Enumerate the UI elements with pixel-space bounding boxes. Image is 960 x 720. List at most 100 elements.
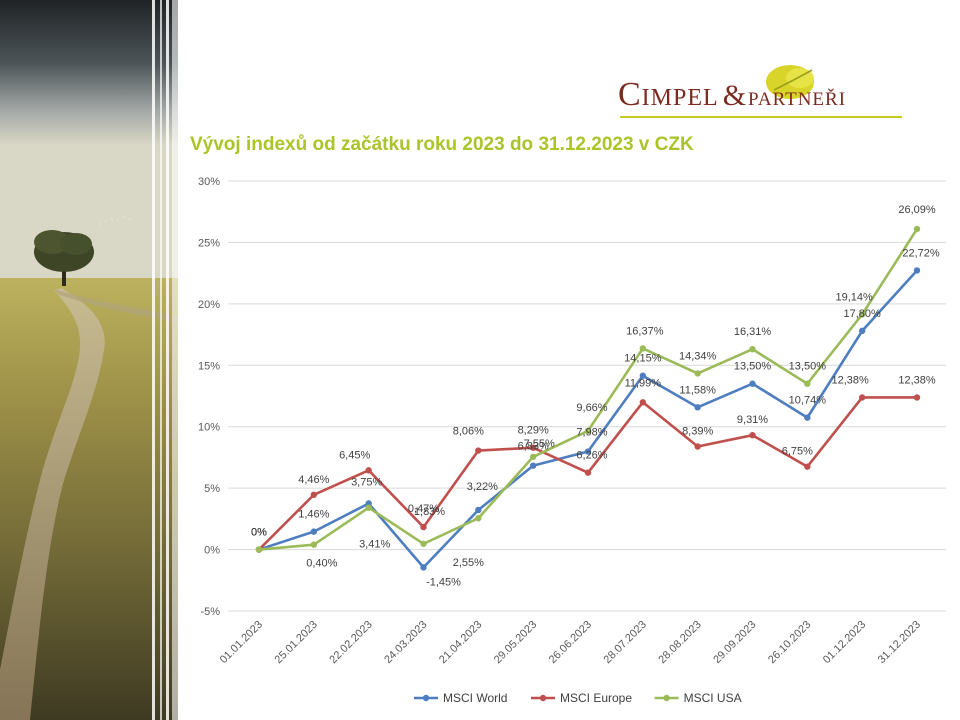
data-point [858,394,866,401]
data-point [804,463,811,470]
data-label: 1,46% [298,509,329,521]
data-label: 7,55% [524,438,555,450]
data-point [475,447,482,454]
data-label: 26,09% [898,204,936,216]
data-point [694,404,701,411]
data-point [639,399,647,406]
x-tick-label: 29.05.2023 [492,619,539,666]
data-label: 14,34% [679,350,717,362]
data-point [365,504,372,511]
data-label: 0,40% [306,558,337,570]
data-point [804,380,811,387]
y-tick-label: 5% [204,483,220,495]
data-label: 2,55% [453,557,484,569]
data-label: 11,58% [679,384,716,396]
x-tick-label: 26.06.2023 [547,619,594,666]
x-tick-label: 01.12.2023 [821,619,868,666]
data-label: 0% [251,527,267,539]
data-point [913,225,921,233]
data-point [749,345,756,353]
data-point [420,540,427,547]
data-label: 10,74% [789,395,827,407]
data-point [584,448,592,455]
data-label: 8,06% [453,426,484,438]
data-point [420,564,427,571]
x-tick-label: 29.09.2023 [711,619,758,666]
data-point [310,528,318,535]
y-tick-label: 0% [204,545,220,557]
data-label: 8,29% [518,425,549,437]
y-tick-label: -5% [200,606,220,618]
data-point [584,427,592,435]
leaf-icon [766,65,814,99]
logo-name: Cimpel [618,76,719,113]
data-label: 12,38% [898,374,936,386]
data-point [694,370,701,377]
data-label: 16,37% [626,325,664,337]
data-label: 9,31% [737,414,768,426]
data-point [749,431,756,439]
y-tick-label: 10% [198,422,220,434]
data-label: 14,15% [624,353,662,365]
x-tick-label: 21.04.2023 [437,619,484,666]
logo-ampersand: & [722,79,747,112]
legend-label: MSCI World [443,691,507,705]
y-tick-label: 20% [198,299,220,311]
data-point [310,491,318,498]
data-label: 13,50% [734,361,772,373]
data-point [529,444,537,451]
company-logo: Cimpel & partneři [618,62,908,124]
series-line-3 [258,228,919,551]
data-label: 0% [251,527,267,539]
data-label: 9,66% [576,402,607,414]
data-point [913,267,921,274]
data-point [365,467,372,474]
data-label: 12,38% [832,374,870,386]
data-point [639,372,647,379]
data-label: 0,47% [408,503,439,515]
x-tick-label: 31.12.2023 [876,619,923,666]
x-tick-label: 26.10.2023 [766,619,813,666]
data-point [475,515,482,522]
legend-marker [422,694,430,702]
y-tick-label: 15% [198,360,220,372]
landscape-photo [0,0,178,720]
data-label: 4,46% [298,474,329,486]
data-point [749,380,756,387]
data-point [639,345,647,352]
logo-underline [620,116,902,118]
data-point [529,462,537,469]
chart-title: Vývoj indexů od začátku roku 2023 do 31.… [190,134,694,155]
x-tick-label: 28.07.2023 [602,619,649,666]
data-label: 3,22% [467,481,498,493]
data-label: 3,41% [359,539,390,551]
y-tick-label: 25% [198,237,220,249]
data-label: 1,83% [414,506,445,518]
data-label: -1,45% [426,576,461,588]
data-label: 19,14% [836,291,874,303]
data-point [475,506,482,514]
data-label: 0% [251,527,267,539]
decorative-photo-panel [0,0,178,720]
x-tick-label: 01.01.2023 [218,619,265,666]
logo-text: Cimpel & partneři [618,76,846,114]
series-line-1 [258,269,918,569]
x-tick-label: 22.02.2023 [327,619,374,666]
data-point [584,469,592,476]
data-label: 7,98% [576,427,607,439]
data-point [858,327,866,335]
data-label: 16,31% [734,326,772,338]
legend-marker [539,694,547,702]
legend-marker [663,694,670,702]
data-label: 6,45% [339,449,370,461]
x-tick-label: 24.03.2023 [382,619,429,666]
data-point [420,523,427,531]
data-label: 6,83% [518,441,549,453]
data-point [529,453,537,461]
data-point [310,541,318,548]
data-label: 13,50% [789,361,827,373]
legend-label: MSCI Europe [560,691,632,705]
y-tick-label: 30% [198,176,220,188]
line-chart: -5% 0% 5% 10% 15% 20% 25% 30% 01.01.2023 25.01.20… [198,176,946,705]
data-label: 22,72% [902,247,940,259]
